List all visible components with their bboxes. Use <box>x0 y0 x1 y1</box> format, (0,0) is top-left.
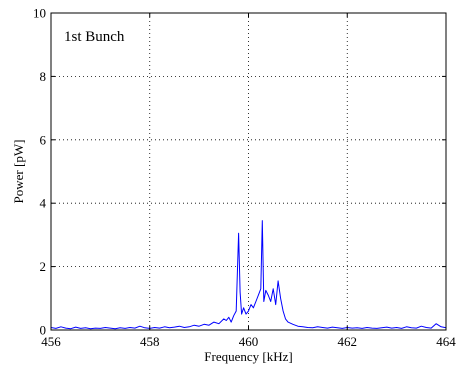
plot-background <box>51 13 446 330</box>
x-tick-label: 460 <box>239 334 259 349</box>
y-tick-label: 0 <box>40 323 47 338</box>
series-line <box>50 220 447 330</box>
x-tick-label: 464 <box>436 334 456 349</box>
y-tick-label: 2 <box>40 259 47 274</box>
x-tick-label: 458 <box>140 334 160 349</box>
grid-lines <box>51 13 446 330</box>
axis-ticks: 456 458 460 462 464 0 2 4 6 8 10 <box>33 6 456 350</box>
y-tick-label: 10 <box>33 6 46 21</box>
y-tick-label: 8 <box>40 69 47 84</box>
y-tick-label: 4 <box>40 196 47 211</box>
y-tick-label: 6 <box>40 132 47 147</box>
y-axis-label: Power [pW] <box>11 140 26 204</box>
x-tick-label: 456 <box>41 334 61 349</box>
x-axis-label: Frequency [kHz] <box>204 349 292 364</box>
x-tick-label: 462 <box>338 334 358 349</box>
data-series <box>50 220 447 330</box>
chart-annotation: 1st Bunch <box>64 29 125 45</box>
